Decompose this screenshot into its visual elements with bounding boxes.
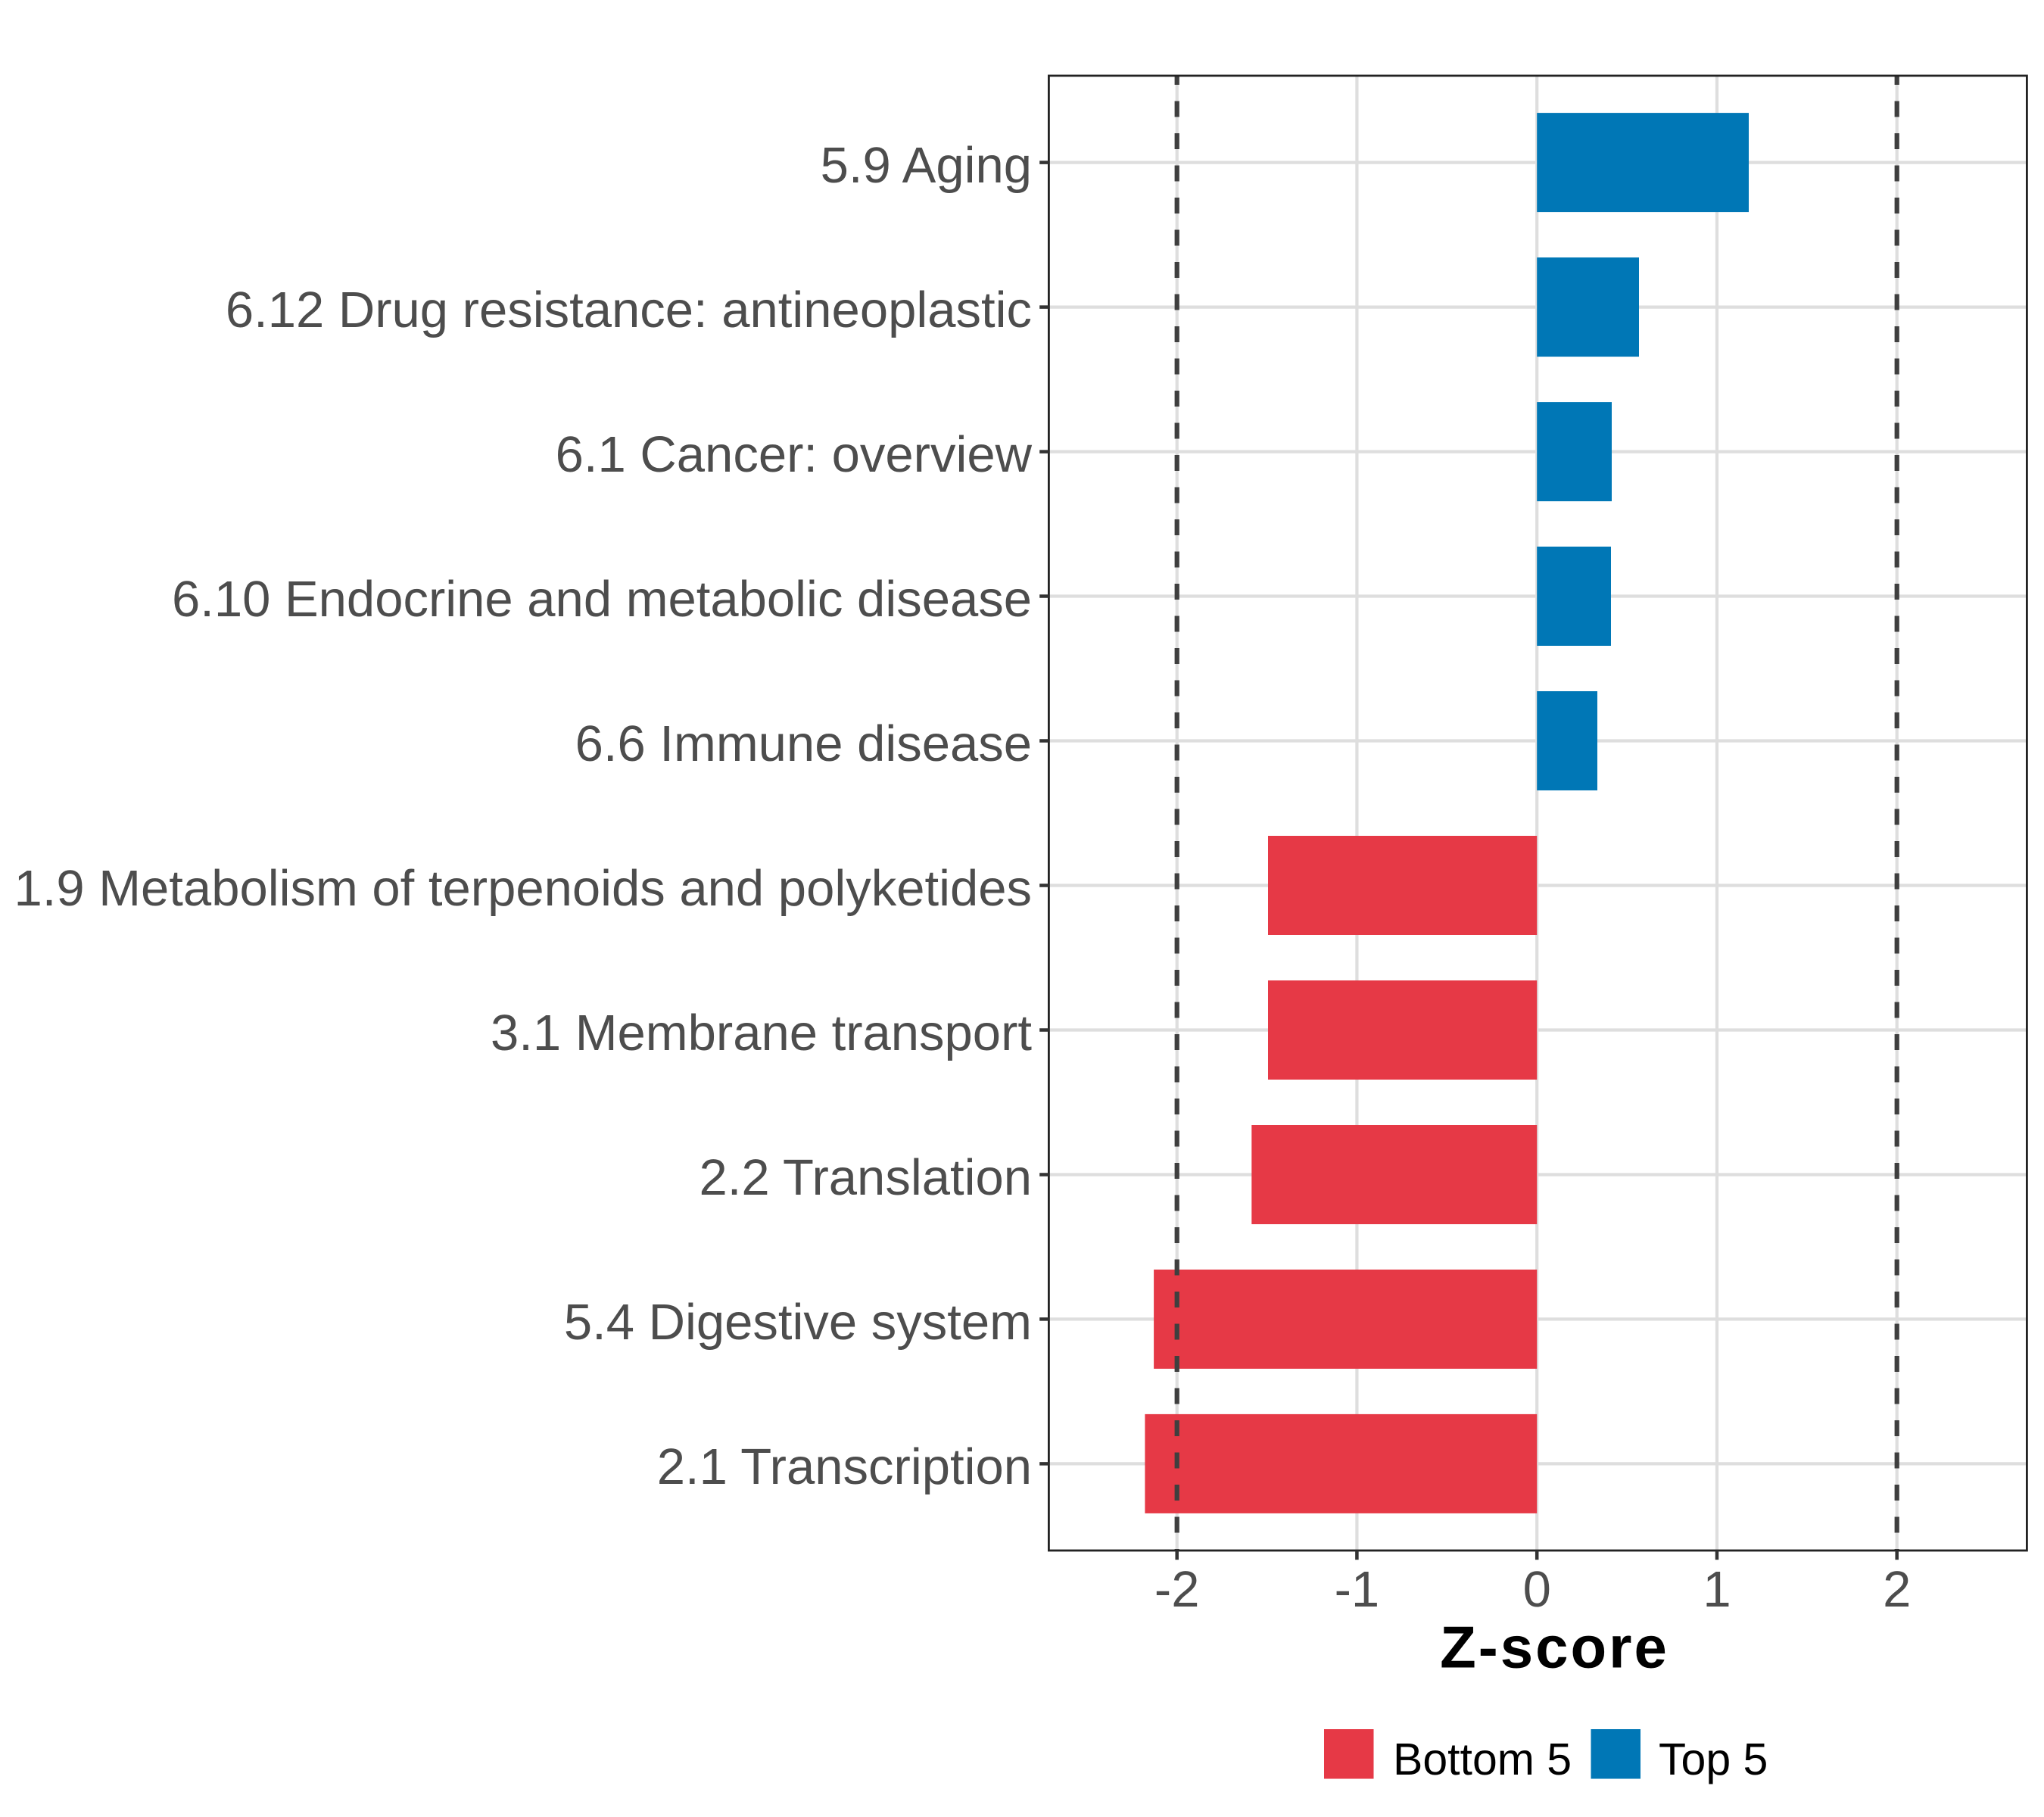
svg-text:Top 5: Top 5 — [1659, 1734, 1768, 1784]
svg-text:2: 2 — [1883, 1561, 1911, 1618]
svg-text:3.1 Membrane transport: 3.1 Membrane transport — [491, 1005, 1032, 1061]
svg-text:2.2 Translation: 2.2 Translation — [700, 1149, 1033, 1206]
svg-text:6.1 Cancer: overview: 6.1 Cancer: overview — [556, 426, 1033, 483]
svg-text:5.4 Digestive system: 5.4 Digestive system — [564, 1294, 1032, 1351]
svg-text:2.1 Transcription: 2.1 Transcription — [657, 1438, 1032, 1495]
svg-text:Bottom 5: Bottom 5 — [1393, 1734, 1572, 1784]
svg-text:1.9 Metabolism of terpenoids a: 1.9 Metabolism of terpenoids and polyket… — [14, 860, 1032, 917]
svg-text:6.12 Drug resistance: antineop: 6.12 Drug resistance: antineoplastic — [226, 282, 1032, 338]
svg-text:1: 1 — [1703, 1561, 1731, 1618]
svg-text:-2: -2 — [1154, 1561, 1200, 1618]
svg-text:6.6 Immune disease: 6.6 Immune disease — [575, 715, 1032, 772]
svg-text:-1: -1 — [1335, 1561, 1380, 1618]
svg-text:0: 0 — [1523, 1561, 1551, 1618]
svg-text:5.9 Aging: 5.9 Aging — [821, 137, 1032, 194]
svg-text:Z-score: Z-score — [1440, 1613, 1669, 1680]
svg-text:6.10 Endocrine and metabolic d: 6.10 Endocrine and metabolic disease — [172, 571, 1032, 628]
